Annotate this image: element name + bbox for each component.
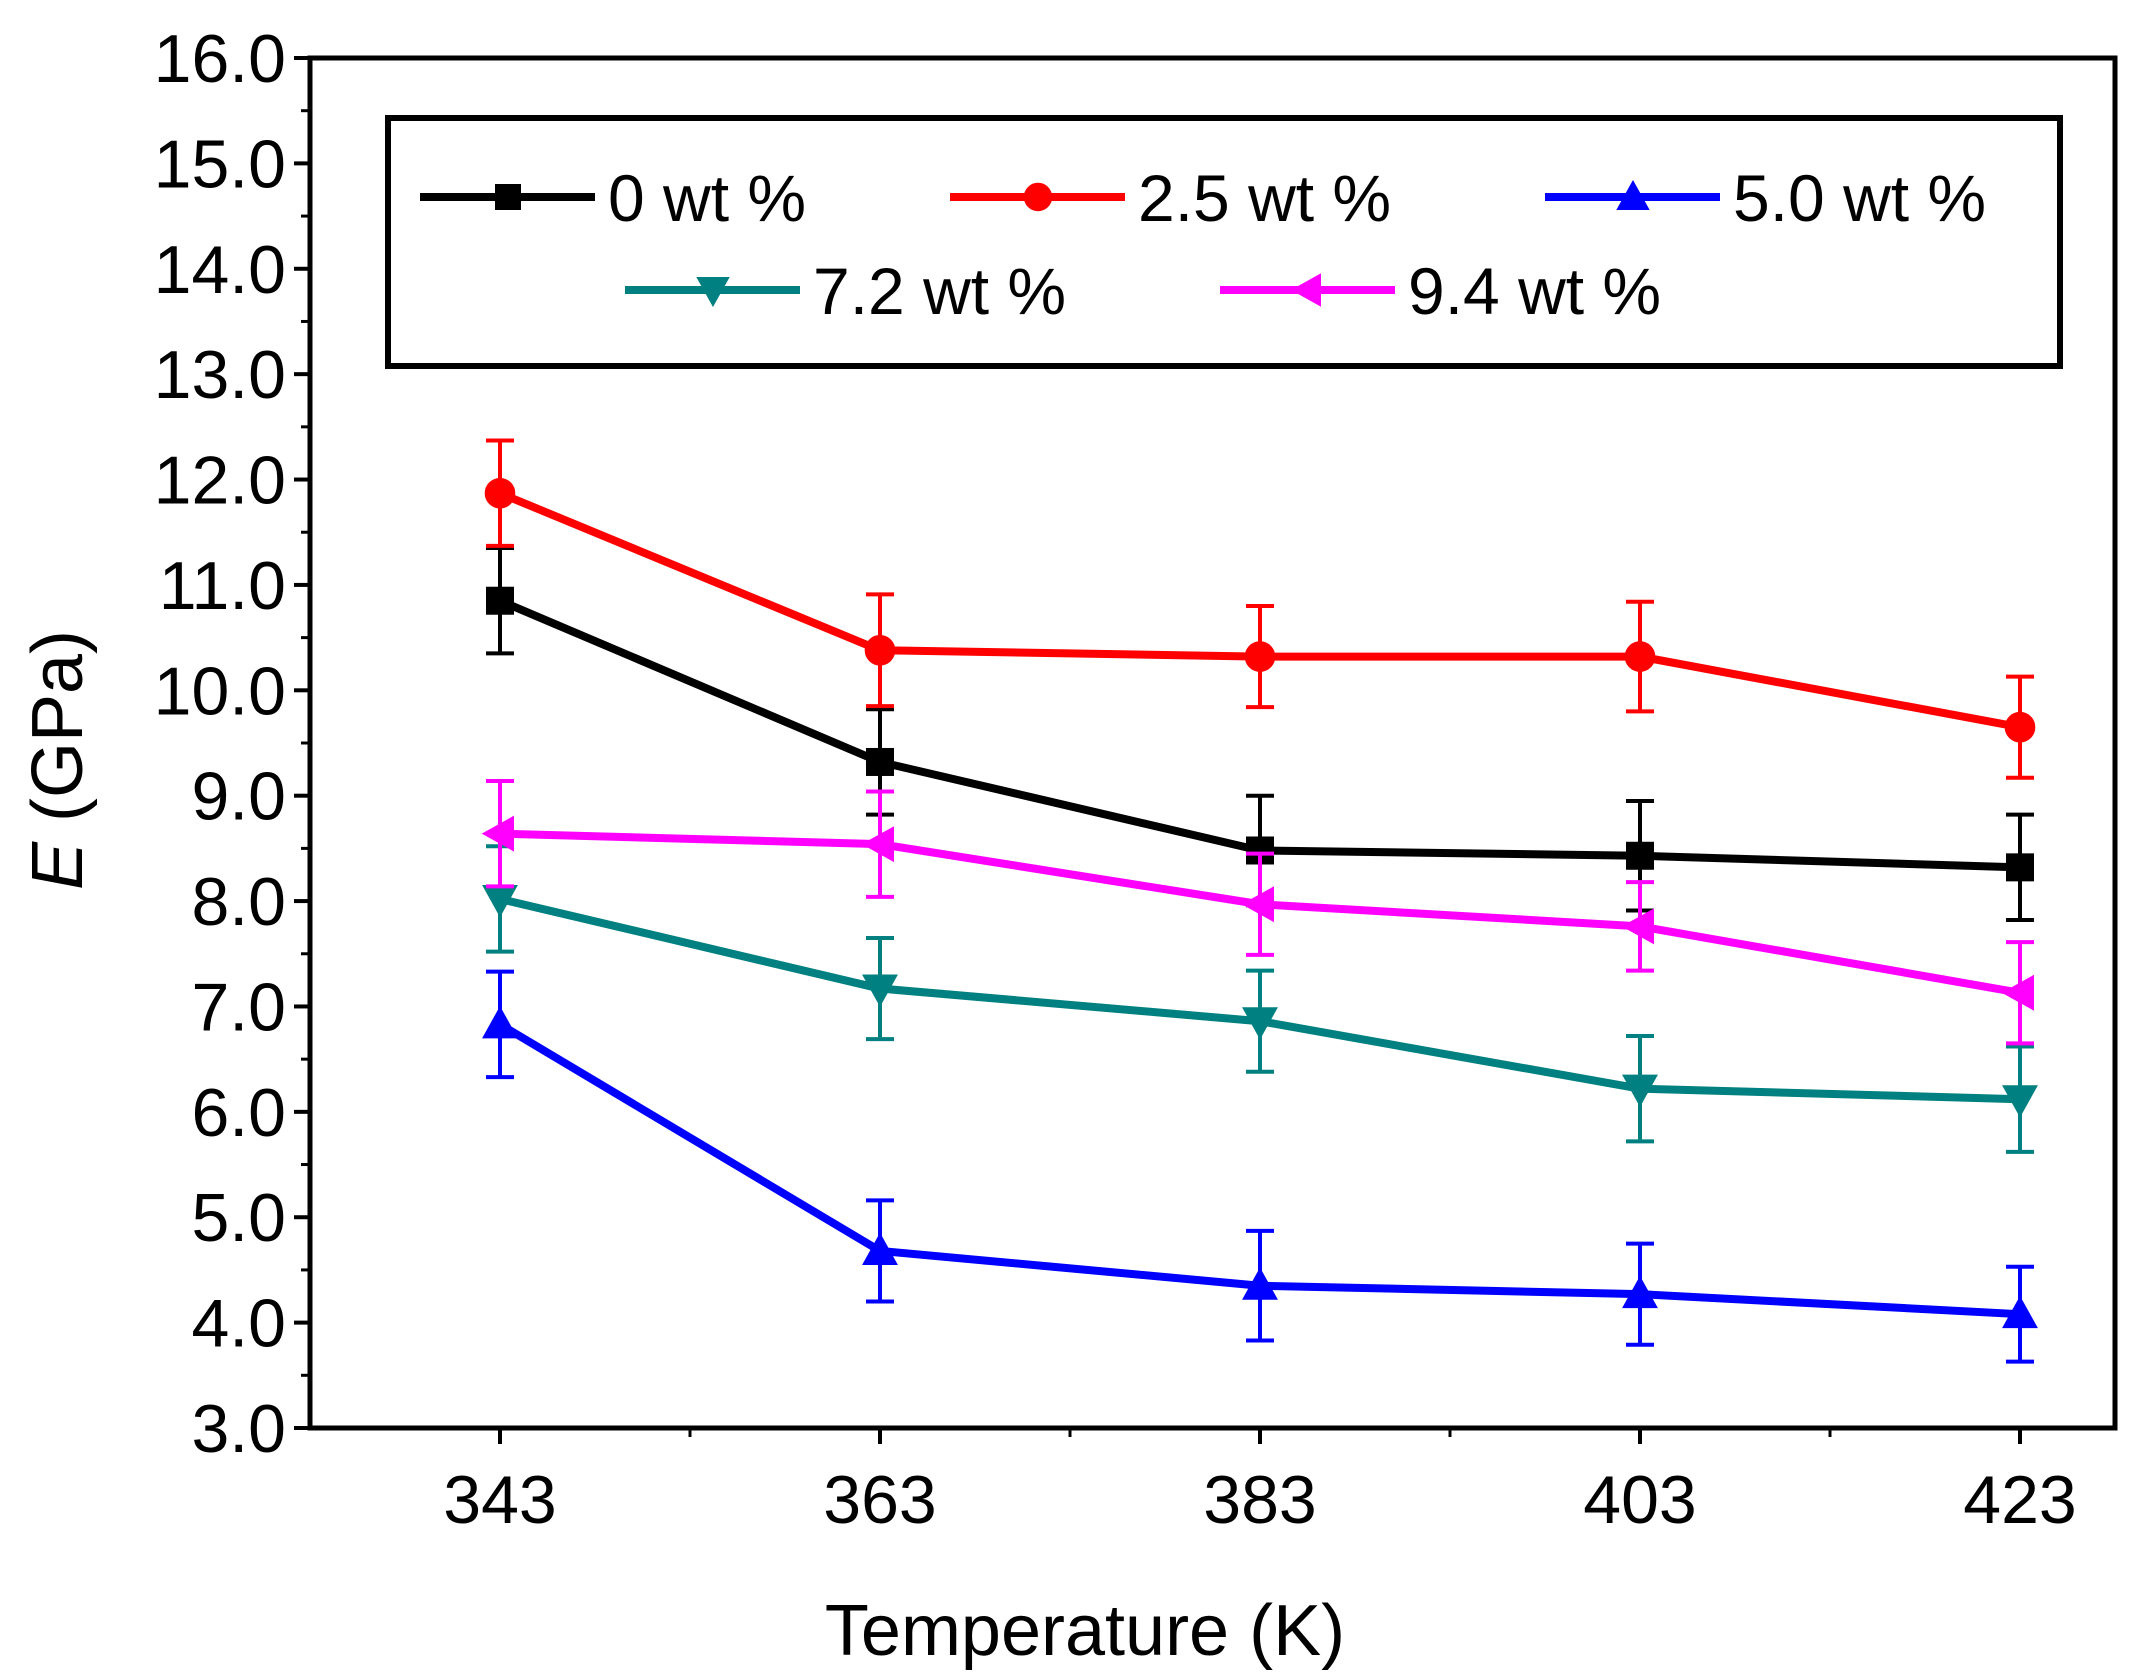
x-tick-label: 403 <box>1583 1462 1696 1538</box>
y-tick-label: 12.0 <box>154 443 286 519</box>
legend-item: 9.4 wt % <box>1220 254 1661 328</box>
data-point <box>862 974 898 1007</box>
series <box>481 778 2034 1046</box>
data-point <box>1621 908 1654 945</box>
legend: 0 wt % 2.5 wt % 5.0 wt % 7.2 wt % 9.4 wt % <box>385 115 2063 369</box>
data-point <box>1242 1267 1278 1300</box>
legend-item: 2.5 wt % <box>950 161 1391 235</box>
data-point <box>2006 853 2034 882</box>
y-tick-label: 16.0 <box>154 21 286 97</box>
x-tick-label: 363 <box>823 1462 936 1538</box>
legend-label: 5.0 wt % <box>1733 161 1986 235</box>
y-tick-label: 3.0 <box>191 1391 286 1467</box>
y-tick-label: 9.0 <box>191 759 286 835</box>
legend-label: 0 wt % <box>608 161 806 235</box>
legend-item: 7.2 wt % <box>625 254 1066 328</box>
y-axis-unit: (GPa) <box>18 630 98 842</box>
legend-marker <box>495 184 521 210</box>
data-point <box>1242 1007 1278 1040</box>
data-point <box>864 634 896 666</box>
data-point <box>1622 1275 1658 1309</box>
y-tick-label: 14.0 <box>154 232 286 308</box>
x-axis-title: Temperature (K) <box>825 1591 1345 1671</box>
data-point <box>2001 974 2034 1011</box>
plot-layer <box>481 438 2038 1364</box>
y-tick-label: 6.0 <box>191 1075 286 1151</box>
legend-label: 2.5 wt % <box>1138 161 1391 235</box>
data-point <box>2002 1085 2038 1118</box>
data-point <box>1241 886 1274 923</box>
x-tick-label: 343 <box>443 1462 556 1538</box>
data-point <box>2004 711 2036 743</box>
data-point <box>482 1006 518 1039</box>
data-point <box>1624 641 1656 672</box>
legend-label: 7.2 wt % <box>813 254 1066 328</box>
data-point <box>2002 1295 2038 1329</box>
y-tick-label: 10.0 <box>154 653 286 729</box>
data-point <box>862 1232 898 1265</box>
legend-marker <box>696 277 730 308</box>
legend-item: 5.0 wt % <box>1545 161 1986 235</box>
data-point <box>484 477 516 509</box>
data-point <box>486 586 514 615</box>
legend-box <box>385 115 2063 369</box>
data-point <box>481 815 514 852</box>
y-tick-label: 7.0 <box>191 969 286 1045</box>
axes-layer: 3.0 4.0 5.0 6.0 7.0 8.0 9.0 10.0 11.0 12.0 13.0 14.… <box>154 21 2077 1538</box>
legend-item: 0 wt % <box>420 161 806 235</box>
series <box>482 969 2038 1364</box>
legend-marker <box>1616 179 1650 210</box>
legend-marker <box>1290 273 1321 307</box>
series <box>484 438 2036 780</box>
x-tick-label: 383 <box>1203 1462 1316 1538</box>
data-point <box>861 826 894 863</box>
series <box>482 844 2038 1154</box>
y-tick-label: 11.0 <box>159 548 286 624</box>
y-tick-label: 8.0 <box>191 864 286 940</box>
y-tick-label: 5.0 <box>191 1180 286 1256</box>
y-axis-title: E (GPa) <box>18 630 98 890</box>
y-tick-label: 13.0 <box>154 337 286 413</box>
data-point <box>866 747 894 776</box>
x-tick-label: 423 <box>1963 1462 2076 1538</box>
data-point <box>1626 841 1654 870</box>
data-point <box>1244 641 1276 672</box>
legend-marker <box>1023 182 1053 212</box>
y-tick-label: 4.0 <box>191 1286 286 1362</box>
legend-label: 9.4 wt % <box>1408 254 1661 328</box>
y-tick-label: 15.0 <box>154 126 286 202</box>
y-axis-symbol: E <box>18 841 98 890</box>
data-point <box>1622 1074 1658 1107</box>
